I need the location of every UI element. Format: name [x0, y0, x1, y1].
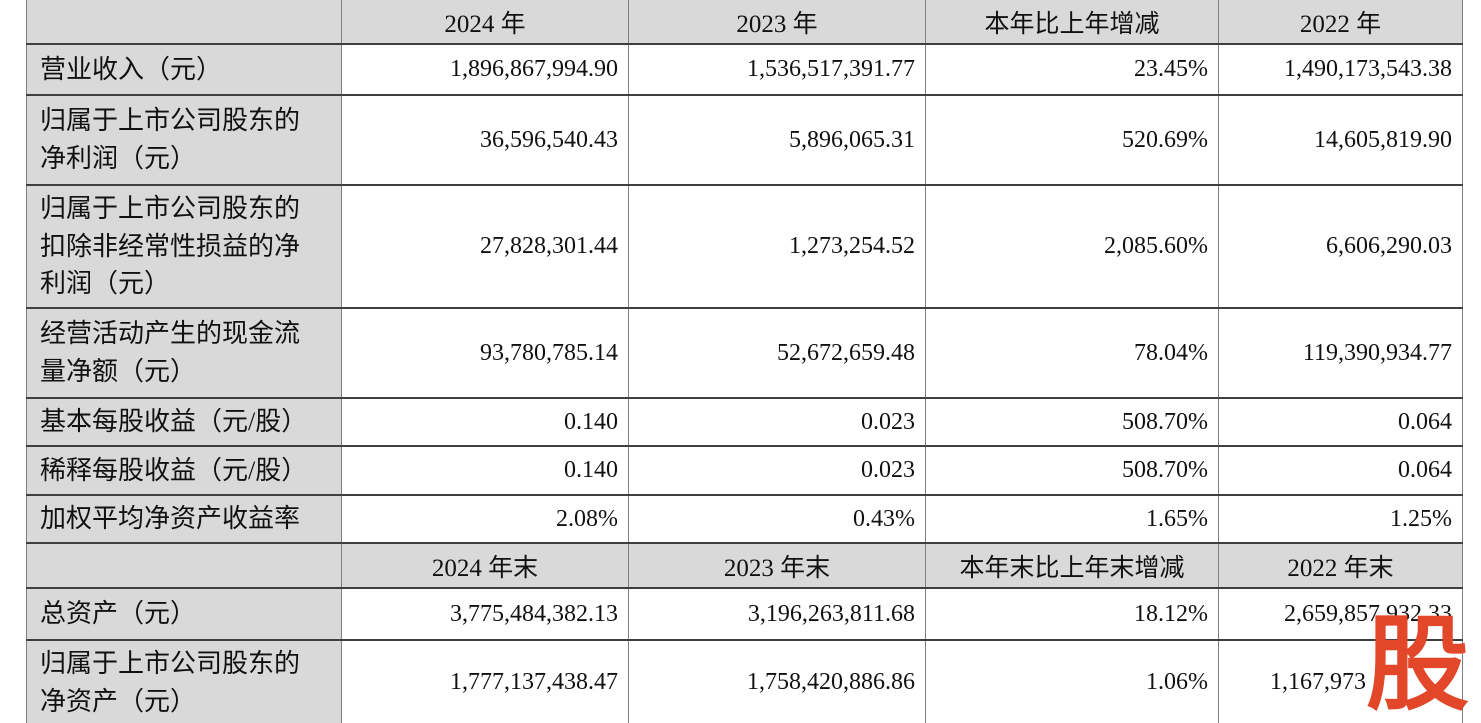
cell-change: 2,085.60% — [925, 185, 1219, 310]
row-diluted-eps: 稀释每股收益（元/股） 0.140 0.023 508.70% 0.064 — [26, 446, 1463, 497]
cell-2022: 6,606,290.03 — [1218, 185, 1463, 310]
cell-2022: 2,659,857,932.33 — [1218, 588, 1463, 642]
cell-2022-occluded: 1,167,973 — [1218, 640, 1463, 723]
cell-2024: 93,780,785.14 — [341, 308, 629, 400]
cell-2023: 1,273,254.52 — [628, 185, 926, 310]
row-label: 归属于上市公司股东的 净资产（元） — [26, 640, 342, 723]
row-net-assets: 归属于上市公司股东的 净资产（元） 1,777,137,438.47 1,758… — [26, 640, 1463, 723]
cell-2024: 2.08% — [341, 495, 629, 545]
cell-change: 520.69% — [925, 95, 1219, 186]
row-basic-eps: 基本每股收益（元/股） 0.140 0.023 508.70% 0.064 — [26, 398, 1463, 448]
header-2023: 2023 年 — [628, 0, 926, 45]
row-label: 归属于上市公司股东的 扣除非经常性损益的净 利润（元） — [26, 185, 342, 310]
header-2023-year-end: 2023 年末 — [628, 543, 926, 590]
cell-change: 508.70% — [925, 398, 1219, 448]
cell-2022: 14,605,819.90 — [1218, 95, 1463, 186]
row-net-profit-deducted: 归属于上市公司股东的 扣除非经常性损益的净 利润（元） 27,828,301.4… — [26, 185, 1463, 310]
cell-2024: 1,777,137,438.47 — [341, 640, 629, 723]
row-label: 加权平均净资产收益率 — [26, 495, 342, 545]
cell-change: 1.06% — [925, 640, 1219, 723]
cell-2023: 1,536,517,391.77 — [628, 44, 926, 96]
cell-2024: 27,828,301.44 — [341, 185, 629, 310]
row-label: 归属于上市公司股东的 净利润（元） — [26, 95, 342, 186]
row-label: 稀释每股收益（元/股） — [26, 446, 342, 497]
cell-2024: 0.140 — [341, 398, 629, 448]
row-label: 营业收入（元） — [26, 44, 342, 96]
header-2024-year-end: 2024 年末 — [341, 543, 629, 590]
row-label: 经营活动产生的现金流 量净额（元） — [26, 308, 342, 400]
cell-change: 78.04% — [925, 308, 1219, 400]
cell-2024: 0.140 — [341, 446, 629, 497]
cell-2023: 1,758,420,886.86 — [628, 640, 926, 723]
cell-2024: 36,596,540.43 — [341, 95, 629, 186]
header-2024: 2024 年 — [341, 0, 629, 45]
header-blank-cell — [26, 543, 342, 590]
cell-change: 508.70% — [925, 446, 1219, 497]
cell-2022: 1.25% — [1218, 495, 1463, 545]
header-row-year-end: 2024 年末 2023 年末 本年末比上年末增减 2022 年末 — [26, 543, 1463, 590]
cell-2022: 119,390,934.77 — [1218, 308, 1463, 400]
cell-2023: 52,672,659.48 — [628, 308, 926, 400]
cell-change: 23.45% — [925, 44, 1219, 96]
cell-2022: 0.064 — [1218, 398, 1463, 448]
cell-2023: 5,896,065.31 — [628, 95, 926, 186]
header-yoy-change: 本年比上年增减 — [925, 0, 1219, 45]
header-2022-year-end: 2022 年末 — [1218, 543, 1463, 590]
header-row-annual: 2024 年 2023 年 本年比上年增减 2022 年 — [26, 0, 1463, 45]
cell-2023: 0.43% — [628, 495, 926, 545]
row-total-assets: 总资产（元） 3,775,484,382.13 3,196,263,811.68… — [26, 588, 1463, 642]
cell-2023: 3,196,263,811.68 — [628, 588, 926, 642]
financial-summary-table: 2024 年 2023 年 本年比上年增减 2022 年 营业收入（元） 1,8… — [26, 0, 1463, 723]
cell-2022: 1,490,173,543.38 — [1218, 44, 1463, 96]
cell-2023: 0.023 — [628, 446, 926, 497]
cell-2024: 1,896,867,994.90 — [341, 44, 629, 96]
header-2022: 2022 年 — [1218, 0, 1463, 45]
header-blank-cell — [26, 0, 342, 45]
row-label: 基本每股收益（元/股） — [26, 398, 342, 448]
cell-2022: 0.064 — [1218, 446, 1463, 497]
row-operating-cash-flow: 经营活动产生的现金流 量净额（元） 93,780,785.14 52,672,6… — [26, 308, 1463, 400]
row-net-profit: 归属于上市公司股东的 净利润（元） 36,596,540.43 5,896,06… — [26, 95, 1463, 186]
row-label: 总资产（元） — [26, 588, 342, 642]
cell-2023: 0.023 — [628, 398, 926, 448]
header-year-end-change: 本年末比上年末增减 — [925, 543, 1219, 590]
cell-2024: 3,775,484,382.13 — [341, 588, 629, 642]
row-revenue: 营业收入（元） 1,896,867,994.90 1,536,517,391.7… — [26, 44, 1463, 96]
cell-change: 1.65% — [925, 495, 1219, 545]
cell-change: 18.12% — [925, 588, 1219, 642]
row-weighted-avg-roe: 加权平均净资产收益率 2.08% 0.43% 1.65% 1.25% — [26, 495, 1463, 545]
